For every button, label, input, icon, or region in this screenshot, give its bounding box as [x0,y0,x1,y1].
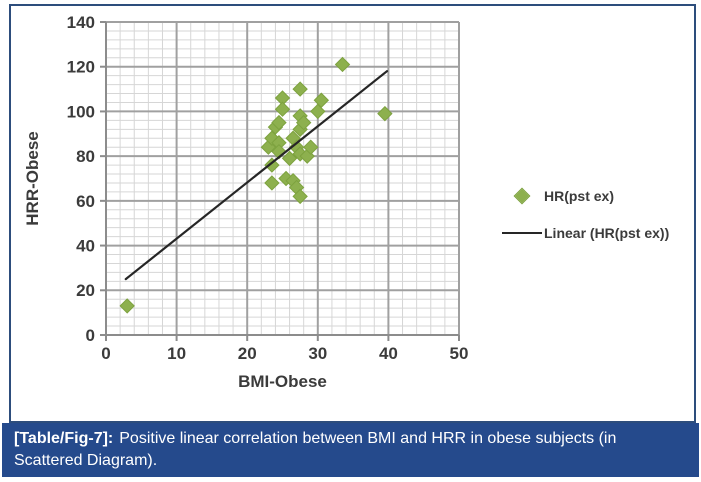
data-point-diamond [313,92,330,108]
y-tick-label: 100 [67,102,95,121]
data-point-diamond [274,101,291,117]
data-point-diamond [334,56,351,73]
legend-swatch [500,232,544,234]
data-point-diamond [271,114,287,131]
data-point-diamond [119,298,135,314]
x-tick-label: 40 [379,344,398,363]
data-point-diamond [281,150,298,167]
data-point-diamond [303,139,319,155]
legend-label-line: Linear (HR(pst ex)) [544,225,670,241]
x-axis-title: BMI-Obese [238,372,327,391]
x-tick-label: 50 [450,344,469,363]
data-point-diamond [310,103,326,120]
legend-swatch [500,187,544,205]
y-tick-label: 40 [76,237,95,256]
data-point-diamond [264,175,280,191]
chart-legend: HR(pst ex) Linear (HR(pst ex)) [500,185,669,244]
y-tick-label: 120 [67,58,95,77]
y-tick-label: 140 [67,13,95,32]
line-marker-icon [502,232,542,234]
data-point-diamond [264,157,280,173]
scatter-chart: 0 10 20 30 40 50 0 20 40 60 80 100 120 140 BMI-Obese HR… [23,13,469,391]
chart-frame: 0 10 20 30 40 50 0 20 40 60 80 100 120 140 BMI-Obese HR… [9,4,696,423]
data-point-diamond [377,105,393,122]
diamond-marker-icon [513,187,531,205]
y-tick-label: 20 [76,281,95,300]
x-tick-label: 10 [167,344,186,363]
data-point-diamond [292,81,308,97]
y-tick-label: 80 [76,147,95,166]
data-point-diamond [295,114,312,131]
legend-item-scatter: HR(pst ex) [500,185,669,207]
data-point-diamond [292,188,308,205]
x-tick-label: 30 [308,344,327,363]
legend-label-scatter: HR(pst ex) [544,188,615,204]
figure-caption: [Table/Fig-7]: Positive linear correlatio… [2,423,699,477]
trendline [124,70,389,281]
caption-label: [Table/Fig-7]: [14,430,114,447]
caption-text: Positive linear correlation between BMI … [14,430,617,470]
x-tick-label: 20 [238,344,257,363]
y-tick-label: 60 [76,192,95,211]
y-axis-title: HRR-Obese [23,131,42,225]
legend-item-line: Linear (HR(pst ex)) [500,222,669,244]
x-tick-label: 0 [101,344,110,363]
y-tick-label: 0 [86,326,95,345]
